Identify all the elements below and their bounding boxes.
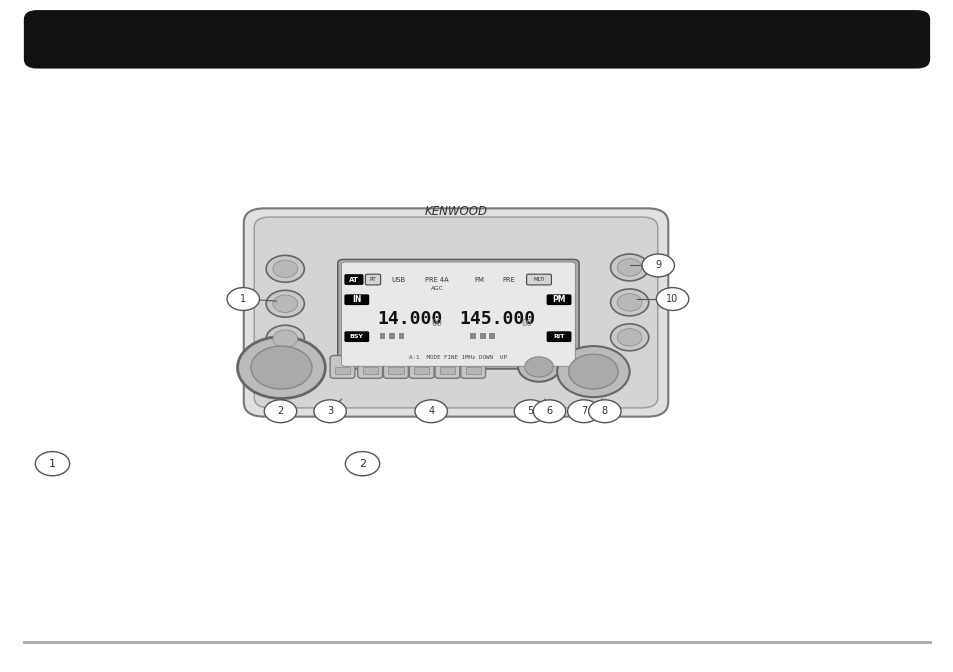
Circle shape [227,288,259,310]
Circle shape [273,330,297,347]
FancyBboxPatch shape [344,331,369,342]
FancyBboxPatch shape [526,274,551,285]
FancyBboxPatch shape [435,355,459,378]
Circle shape [35,452,70,476]
FancyBboxPatch shape [344,274,363,285]
FancyBboxPatch shape [489,333,495,339]
Text: 1: 1 [49,459,56,468]
Text: MLTI: MLTI [533,277,544,282]
Circle shape [264,400,296,423]
Circle shape [567,400,599,423]
FancyBboxPatch shape [24,10,929,69]
Text: 2: 2 [358,459,366,468]
Circle shape [273,295,297,312]
Text: 14.000: 14.000 [377,310,442,328]
FancyBboxPatch shape [330,355,355,378]
FancyBboxPatch shape [460,355,485,378]
Circle shape [617,329,641,346]
FancyBboxPatch shape [357,355,382,378]
FancyBboxPatch shape [546,331,571,342]
FancyBboxPatch shape [546,294,571,305]
Text: 3: 3 [327,407,333,416]
Text: FM: FM [475,277,484,282]
Circle shape [524,357,553,377]
Text: 9: 9 [655,261,660,270]
FancyBboxPatch shape [365,274,380,285]
Text: RT: RT [370,277,375,282]
Text: 4: 4 [428,407,434,416]
Circle shape [514,400,546,423]
Circle shape [656,288,688,310]
Circle shape [314,400,346,423]
FancyBboxPatch shape [398,333,404,339]
Text: AGC: AGC [430,286,443,292]
Text: 145.000: 145.000 [458,310,535,328]
Circle shape [517,352,559,382]
FancyBboxPatch shape [383,355,408,378]
FancyBboxPatch shape [465,367,480,374]
Circle shape [533,400,565,423]
Circle shape [617,294,641,311]
Circle shape [345,452,379,476]
Text: PRE 4A: PRE 4A [425,277,448,282]
Text: 1: 1 [240,294,246,304]
Circle shape [266,255,304,282]
FancyBboxPatch shape [337,259,578,369]
Circle shape [610,324,648,351]
FancyBboxPatch shape [439,367,455,374]
Text: A-1  MODE FINE 1MHz DOWN  UP: A-1 MODE FINE 1MHz DOWN UP [409,355,506,360]
FancyBboxPatch shape [409,355,434,378]
Text: 8: 8 [601,407,607,416]
Circle shape [266,325,304,352]
Text: PRE: PRE [501,277,515,282]
Text: 00: 00 [520,319,531,328]
Circle shape [610,254,648,281]
Circle shape [588,400,620,423]
Circle shape [251,346,312,389]
FancyBboxPatch shape [253,217,657,408]
Circle shape [641,254,674,277]
Text: 7: 7 [580,407,586,416]
FancyBboxPatch shape [362,367,377,374]
Text: 00: 00 [431,319,441,328]
FancyBboxPatch shape [243,208,667,417]
Text: AT: AT [349,277,358,282]
Text: IN: IN [352,295,361,304]
FancyBboxPatch shape [470,333,476,339]
FancyBboxPatch shape [414,367,429,374]
FancyBboxPatch shape [335,367,350,374]
FancyBboxPatch shape [479,333,485,339]
Circle shape [557,346,629,397]
Circle shape [415,400,447,423]
Text: 2: 2 [277,407,283,416]
Text: 10: 10 [666,294,678,304]
Text: RIT: RIT [553,334,564,339]
Circle shape [568,354,618,389]
FancyBboxPatch shape [389,333,395,339]
FancyBboxPatch shape [379,333,385,339]
FancyBboxPatch shape [341,262,575,366]
Circle shape [610,289,648,316]
Text: PM: PM [552,295,565,304]
Text: USB: USB [392,277,405,282]
Circle shape [273,260,297,278]
Text: BSY: BSY [350,334,363,339]
Text: 6: 6 [546,407,552,416]
Circle shape [617,259,641,276]
FancyBboxPatch shape [388,367,403,374]
Circle shape [266,290,304,317]
Circle shape [237,337,325,398]
Text: KENWOOD: KENWOOD [424,205,487,218]
FancyBboxPatch shape [344,294,369,305]
Text: 5: 5 [527,407,533,416]
